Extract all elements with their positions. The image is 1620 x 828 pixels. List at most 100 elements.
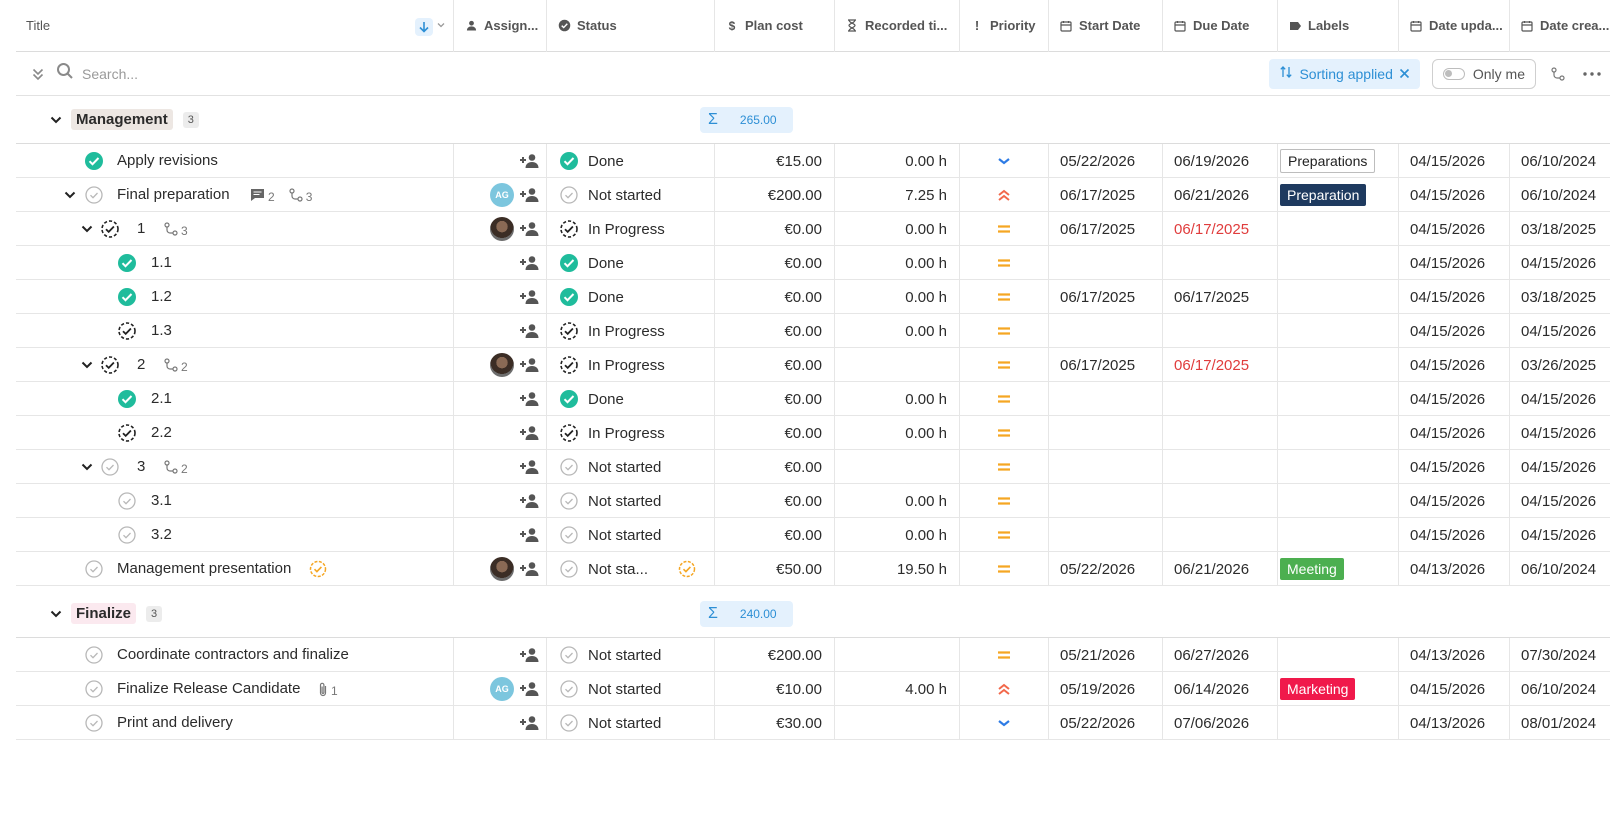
header-start-date[interactable]: Start Date (1049, 0, 1163, 52)
recorded-time-cell[interactable] (835, 348, 960, 382)
due-date-cell[interactable]: 06/19/2026 (1163, 144, 1278, 178)
assignee-cell[interactable] (454, 246, 547, 280)
priority-cell[interactable] (960, 450, 1049, 484)
add-assignee-icon[interactable] (520, 185, 540, 205)
priority-cell[interactable] (960, 416, 1049, 450)
recorded-time-cell[interactable]: 0.00 h (835, 416, 960, 450)
assignee-cell[interactable] (454, 450, 547, 484)
approval-pending-icon[interactable] (309, 560, 327, 582)
header-recorded-time[interactable]: Recorded ti... (835, 0, 960, 52)
task-title[interactable]: Coordinate contractors and finalize (117, 646, 349, 663)
labels-cell[interactable] (1278, 638, 1399, 672)
recorded-time-cell[interactable] (835, 706, 960, 740)
recorded-time-cell[interactable]: 0.00 h (835, 518, 960, 552)
task-status-icon[interactable] (84, 151, 104, 171)
avatar[interactable]: AG (490, 677, 514, 701)
add-assignee-icon[interactable] (520, 321, 540, 341)
task-status-icon[interactable] (117, 491, 137, 511)
task-row[interactable]: Management presentation Not sta... €50.0… (16, 552, 1610, 586)
start-date-cell[interactable]: 05/22/2026 (1049, 706, 1163, 740)
assignee-cell[interactable] (454, 280, 547, 314)
recorded-time-cell[interactable]: 0.00 h (835, 382, 960, 416)
task-title[interactable]: 2 (137, 356, 146, 373)
assignee-cell[interactable] (454, 706, 547, 740)
priority-cell[interactable] (960, 246, 1049, 280)
start-date-cell[interactable] (1049, 246, 1163, 280)
recorded-time-cell[interactable]: 0.00 h (835, 212, 960, 246)
plan-cost-cell[interactable]: €0.00 (715, 246, 835, 280)
toggle-switch[interactable] (1442, 67, 1465, 80)
task-row[interactable]: Final preparation 2 3 AG Not started €200.… (16, 178, 1610, 212)
add-assignee-icon[interactable] (520, 219, 540, 239)
start-date-cell[interactable] (1049, 518, 1163, 552)
header-date-created[interactable]: Date crea... (1510, 0, 1610, 52)
task-status-icon[interactable] (117, 389, 137, 409)
assignee-cell[interactable]: AG (454, 178, 547, 212)
plan-cost-cell[interactable]: €0.00 (715, 382, 835, 416)
labels-cell[interactable]: Marketing (1278, 672, 1399, 706)
chevron-down-icon[interactable] (79, 221, 95, 237)
avatar[interactable]: AG (490, 183, 514, 207)
recorded-time-cell[interactable]: 19.50 h (835, 552, 960, 586)
recorded-time-cell[interactable]: 0.00 h (835, 144, 960, 178)
task-row[interactable]: Finalize Release Candidate 1 AG Not start… (16, 672, 1610, 706)
task-status-icon[interactable] (117, 287, 137, 307)
assignee-cell[interactable] (454, 416, 547, 450)
status-cell[interactable]: Done (547, 382, 715, 416)
title-cell[interactable]: 2.1 (16, 382, 454, 416)
assignee-cell[interactable] (454, 518, 547, 552)
label-chip[interactable]: Preparations (1280, 149, 1376, 173)
priority-cell[interactable] (960, 212, 1049, 246)
priority-cell[interactable] (960, 638, 1049, 672)
add-assignee-icon[interactable] (520, 389, 540, 409)
title-cell[interactable]: Apply revisions (16, 144, 454, 178)
due-date-cell[interactable]: 06/17/2025 (1163, 212, 1278, 246)
start-date-cell[interactable]: 06/17/2025 (1049, 212, 1163, 246)
title-cell[interactable]: Print and delivery (16, 706, 454, 740)
start-date-cell[interactable] (1049, 416, 1163, 450)
labels-cell[interactable] (1278, 348, 1399, 382)
plan-cost-cell[interactable]: €30.00 (715, 706, 835, 740)
start-date-cell[interactable] (1049, 382, 1163, 416)
more-options-icon[interactable] (1580, 62, 1604, 86)
sort-desc-icon[interactable] (415, 17, 433, 36)
plan-cost-cell[interactable]: €0.00 (715, 348, 835, 382)
search-input[interactable] (82, 65, 382, 82)
status-cell[interactable]: Not started (547, 178, 715, 212)
add-assignee-icon[interactable] (520, 645, 540, 665)
group-header[interactable]: Finalize 3 Σ 240.00 (16, 590, 1610, 638)
labels-cell[interactable] (1278, 706, 1399, 740)
title-cell[interactable]: 3.2 (16, 518, 454, 552)
start-date-cell[interactable]: 05/21/2026 (1049, 638, 1163, 672)
recorded-time-cell[interactable]: 7.25 h (835, 178, 960, 212)
start-date-cell[interactable]: 06/17/2025 (1049, 348, 1163, 382)
chevron-down-icon[interactable] (79, 357, 95, 373)
start-date-cell[interactable]: 05/19/2026 (1049, 672, 1163, 706)
due-date-cell[interactable] (1163, 450, 1278, 484)
due-date-cell[interactable]: 06/14/2026 (1163, 672, 1278, 706)
task-title[interactable]: 3.1 (151, 492, 172, 509)
avatar[interactable] (490, 217, 514, 241)
task-title[interactable]: Management presentation (117, 560, 292, 577)
chevron-down-icon[interactable] (46, 604, 66, 624)
labels-cell[interactable]: Preparations (1278, 144, 1399, 178)
title-cell[interactable]: 1.1 (16, 246, 454, 280)
task-status-icon[interactable] (117, 525, 137, 545)
due-date-cell[interactable]: 07/06/2026 (1163, 706, 1278, 740)
due-date-cell[interactable] (1163, 314, 1278, 348)
due-date-cell[interactable] (1163, 382, 1278, 416)
plan-cost-cell[interactable]: €0.00 (715, 450, 835, 484)
subtask-icon[interactable] (1546, 62, 1570, 86)
priority-cell[interactable] (960, 382, 1049, 416)
status-cell[interactable]: Done (547, 280, 715, 314)
add-assignee-icon[interactable] (520, 559, 540, 579)
task-status-icon[interactable] (100, 457, 120, 477)
plan-cost-cell[interactable]: €0.00 (715, 212, 835, 246)
task-title[interactable]: 3.2 (151, 526, 172, 543)
avatar[interactable] (490, 353, 514, 377)
task-status-icon[interactable] (84, 645, 104, 665)
task-status-icon[interactable] (100, 219, 120, 239)
task-row[interactable]: 2.2 In Progress €0.00 0.00 h 04/15/2026 … (16, 416, 1610, 450)
